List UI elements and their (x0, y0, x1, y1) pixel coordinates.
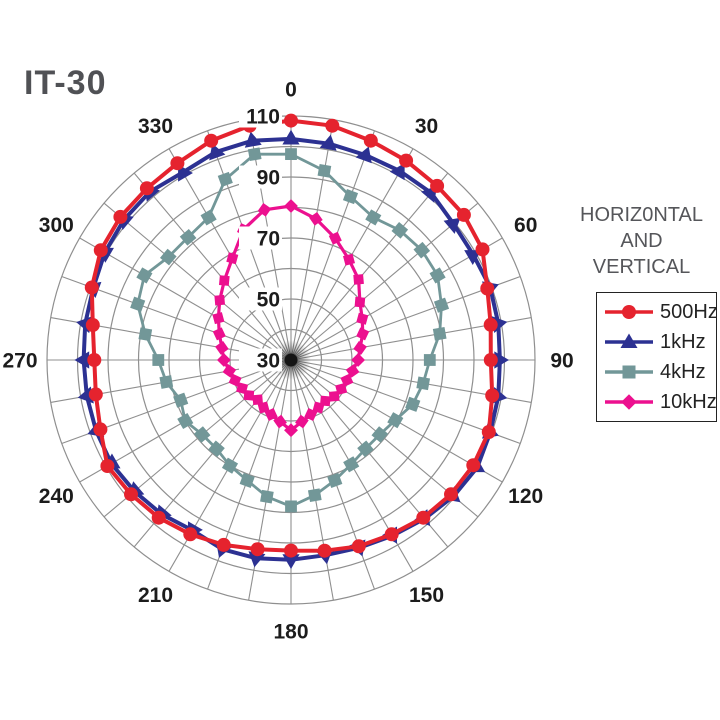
series-4khz (130, 147, 450, 513)
angle-label: 300 (39, 214, 74, 237)
legend-item-500hz: 500Hz (603, 298, 718, 327)
angle-label: 0 (285, 79, 297, 102)
radial-tick-label: 110 (239, 104, 282, 129)
radial-tick-label: 70 (239, 226, 282, 251)
series-500hz (84, 113, 500, 558)
legend-heading-line: AND (620, 230, 663, 252)
legend-item-4khz: 4kHz (603, 358, 710, 387)
page-title: IT-30 (24, 64, 107, 102)
angle-label: 120 (508, 485, 543, 508)
radial-tick-label: 30 (239, 348, 282, 373)
svg-text:30: 30 (257, 350, 280, 373)
legend-item-1khz: 1kHz (603, 328, 710, 357)
angle-label: 90 (550, 350, 573, 373)
legend-item-label: 4kHz (660, 360, 706, 383)
svg-text:110: 110 (246, 106, 280, 129)
legend: 500Hz 1kHz 4kHz 10kHz (596, 292, 718, 422)
triangle-marker-icon (603, 332, 655, 352)
angle-label: 30 (415, 115, 438, 138)
angle-label: 180 (273, 621, 308, 644)
series-10khz (212, 199, 370, 438)
legend-item-label: 10kHz (660, 390, 717, 413)
legend-heading: HORIZ0NTAL AND VERTICAL (563, 202, 720, 280)
angle-label: 60 (514, 214, 537, 237)
svg-text:90: 90 (257, 167, 280, 190)
angle-label: 210 (138, 584, 173, 607)
angle-label: 270 (2, 350, 37, 373)
circle-marker-icon (603, 302, 655, 322)
legend-heading-line: HORIZ0NTAL (580, 204, 703, 226)
svg-text:70: 70 (257, 228, 280, 251)
svg-text:50: 50 (257, 289, 280, 312)
legend-item-10khz: 10kHz (603, 388, 717, 417)
angle-label: 330 (138, 115, 173, 138)
diamond-marker-icon (603, 392, 655, 412)
legend-heading-line: VERTICAL (592, 256, 691, 278)
radial-tick-label: 90 (239, 165, 282, 190)
legend-item-label: 1kHz (660, 330, 706, 353)
angle-label: 240 (39, 485, 74, 508)
legend-item-label: 500Hz (660, 300, 718, 323)
radial-tick-label: 50 (239, 287, 282, 312)
square-marker-icon (603, 362, 655, 382)
angle-label: 150 (409, 584, 444, 607)
